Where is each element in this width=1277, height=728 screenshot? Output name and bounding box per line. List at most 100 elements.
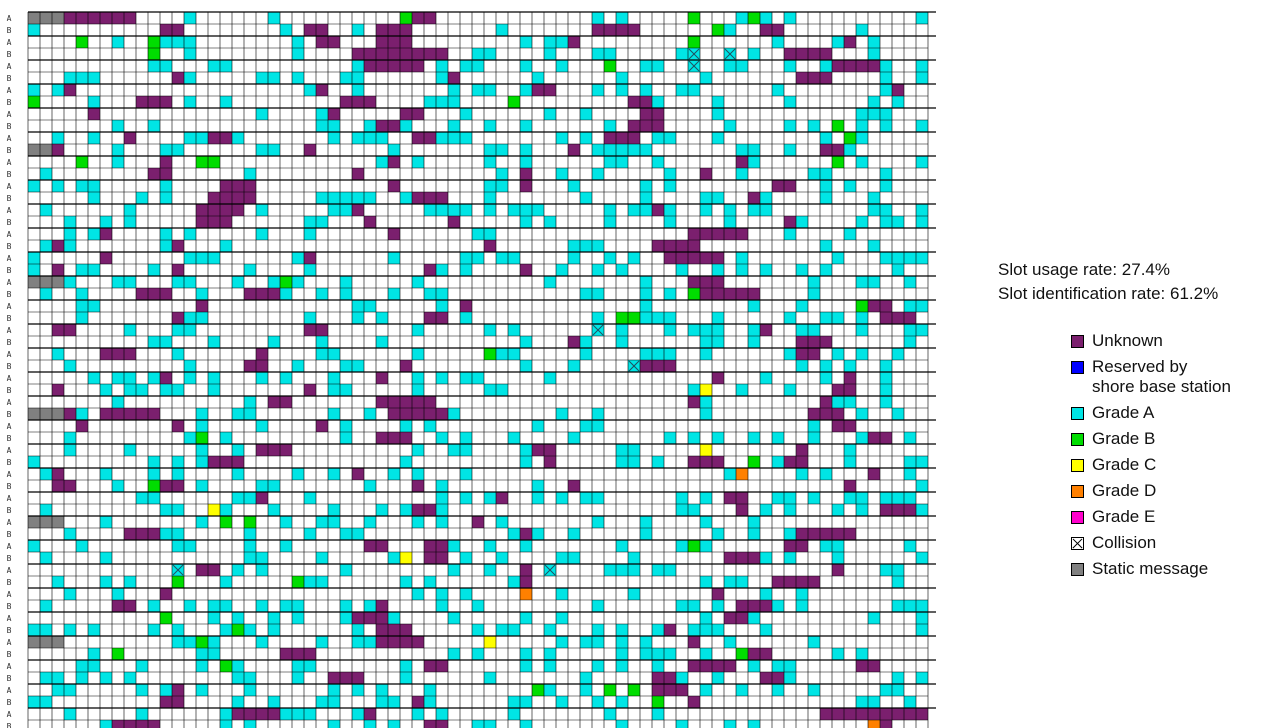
cell-unknown [424, 48, 436, 60]
cell-grade-a [640, 84, 652, 96]
cell-grade-a [652, 564, 664, 576]
row-label: A [7, 422, 12, 431]
cell-grade-a [160, 192, 172, 204]
cell-grade-a [364, 132, 376, 144]
cell-unknown [640, 360, 652, 372]
cell-grade-a [292, 252, 304, 264]
cell-grade-a [52, 576, 64, 588]
cell-grade-a [904, 336, 916, 348]
cell-unknown [364, 60, 376, 72]
cell-grade-a [472, 228, 484, 240]
cell-unknown [136, 720, 148, 728]
cell-grade-a [52, 84, 64, 96]
cell-grade-a [676, 48, 688, 60]
cell-grade-a [700, 612, 712, 624]
cell-grade-a [160, 504, 172, 516]
cell-grade-a [484, 228, 496, 240]
cell-grade-a [340, 528, 352, 540]
cell-unknown [616, 132, 628, 144]
cell-grade-a [160, 384, 172, 396]
cell-grade-a [340, 612, 352, 624]
cell-grade-a [340, 384, 352, 396]
cell-grade-b [148, 36, 160, 48]
cell-grade-a [520, 720, 532, 728]
cell-unknown [208, 564, 220, 576]
cell-unknown [304, 648, 316, 660]
cell-grade-a [520, 156, 532, 168]
row-label: A [7, 350, 12, 359]
cell-grade-a [760, 552, 772, 564]
row-label: B [7, 554, 12, 563]
cell-grade-a [616, 456, 628, 468]
cell-unknown [460, 300, 472, 312]
cell-grade-a [364, 516, 376, 528]
cell-grade-a [772, 660, 784, 672]
cell-grade-a [688, 324, 700, 336]
cell-unknown [880, 432, 892, 444]
cell-grade-a [544, 216, 556, 228]
cell-unknown [688, 276, 700, 288]
cell-grade-a [520, 648, 532, 660]
row-label: A [7, 638, 12, 647]
cell-unknown [748, 648, 760, 660]
cell-grade-a [916, 156, 928, 168]
row-label: A [7, 62, 12, 71]
cell-unknown [232, 456, 244, 468]
cell-unknown [388, 396, 400, 408]
cell-grade-a [412, 156, 424, 168]
cell-unknown [844, 372, 856, 384]
cell-grade-a [520, 120, 532, 132]
cell-grade-a [688, 84, 700, 96]
cell-grade-a [460, 132, 472, 144]
cell-static [40, 276, 52, 288]
cell-grade-a [832, 348, 844, 360]
cell-static [52, 12, 64, 24]
cell-grade-a [628, 456, 640, 468]
cell-grade-a [316, 108, 328, 120]
cell-grade-a [208, 372, 220, 384]
cell-grade-a [388, 144, 400, 156]
cell-grade-a [616, 264, 628, 276]
cell-grade-a [616, 336, 628, 348]
cell-grade-a [184, 312, 196, 324]
cell-grade-a [184, 132, 196, 144]
cell-grade-a [64, 360, 76, 372]
cell-grade-a [424, 288, 436, 300]
cell-unknown [424, 660, 436, 672]
cell-unknown [148, 408, 160, 420]
cell-unknown [688, 228, 700, 240]
cell-grade-a [748, 156, 760, 168]
row-label: A [7, 182, 12, 191]
cell-grade-a [328, 192, 340, 204]
cell-grade-a [148, 600, 160, 612]
cell-grade-a [880, 108, 892, 120]
cell-unknown [196, 300, 208, 312]
cell-unknown [832, 384, 844, 396]
cell-grade-a [712, 192, 724, 204]
cell-unknown [196, 564, 208, 576]
cell-unknown [244, 180, 256, 192]
cell-grade-a [304, 312, 316, 324]
cell-grade-a [484, 492, 496, 504]
cell-grade-a [676, 504, 688, 516]
cell-grade-a [880, 684, 892, 696]
cell-grade-a [700, 492, 712, 504]
cell-unknown [160, 696, 172, 708]
cell-grade-a [532, 72, 544, 84]
cell-grade-a [808, 684, 820, 696]
cell-unknown [688, 396, 700, 408]
cell-grade-a [316, 336, 328, 348]
cell-unknown [784, 48, 796, 60]
cell-unknown [880, 312, 892, 324]
cell-grade-a [376, 336, 388, 348]
cell-grade-a [328, 348, 340, 360]
cell-unknown [424, 552, 436, 564]
cell-unknown [700, 660, 712, 672]
cell-grade-a [676, 600, 688, 612]
cell-grade-a [64, 588, 76, 600]
cell-grade-a [904, 696, 916, 708]
cell-grade-a [916, 504, 928, 516]
cell-grade-a [784, 552, 796, 564]
cell-grade-a [664, 216, 676, 228]
cell-unknown [244, 360, 256, 372]
